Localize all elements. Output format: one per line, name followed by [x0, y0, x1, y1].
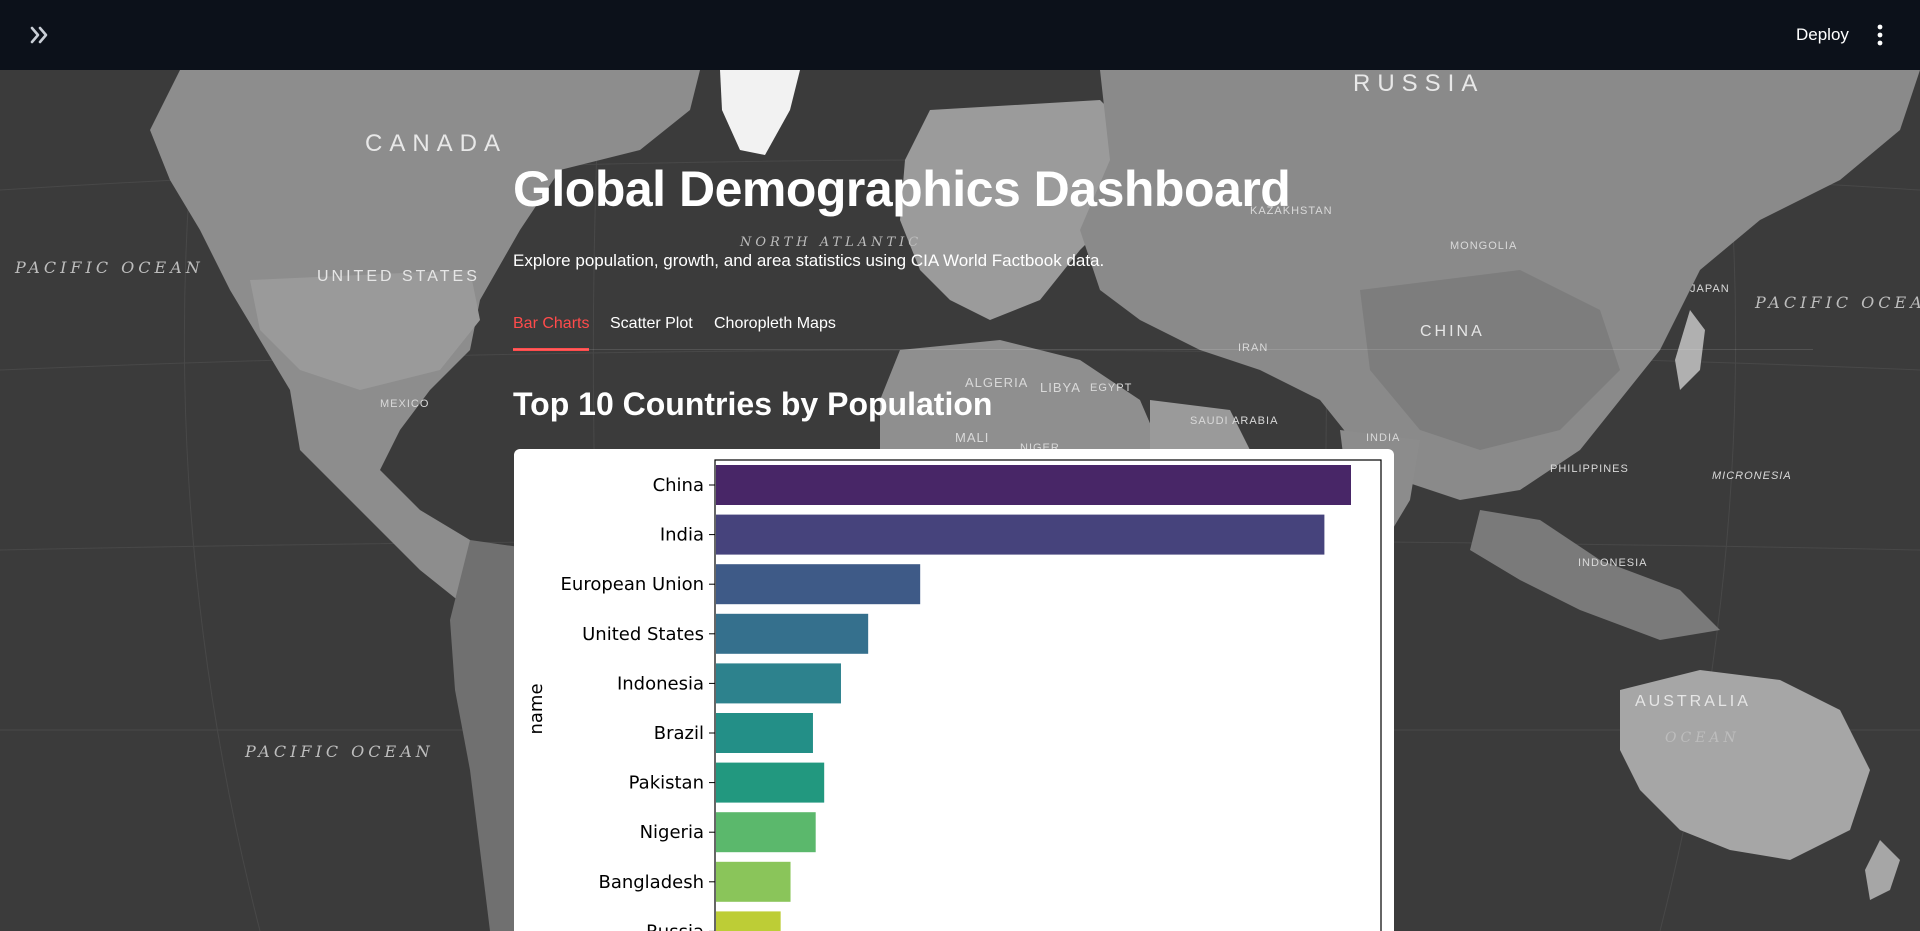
y-tick-label: Nigeria — [640, 822, 704, 843]
map-label-japan: JAPAN — [1690, 283, 1730, 295]
y-tick-label: Indonesia — [617, 673, 704, 694]
map-label-pacific-right: PACIFIC OCEAN — [1755, 293, 1920, 312]
map-label-north-atlantic: NORTH ATLANTIC — [740, 235, 923, 250]
chevrons-right-icon[interactable] — [26, 21, 54, 49]
map-label-indonesia: INDONESIA — [1578, 557, 1648, 569]
y-tick-label: United States — [582, 624, 704, 645]
tab-bar-charts[interactable]: Bar Charts — [513, 315, 590, 351]
tab-choropleth-maps[interactable]: Choropleth Maps — [714, 315, 836, 332]
map-label-united-states: UNITED STATES — [317, 268, 480, 285]
y-tick-label: Bangladesh — [598, 872, 704, 893]
map-label-russia: RUSSIA — [1353, 70, 1485, 97]
y-tick-label: European Union — [561, 574, 704, 595]
bar-european-union — [716, 564, 921, 605]
map-label-iran: IRAN — [1238, 342, 1269, 354]
section-title: Top 10 Countries by Population — [513, 386, 993, 422]
bar-indonesia — [716, 663, 841, 704]
bar-china — [716, 465, 1351, 505]
map-label-mexico: MEXICO — [380, 398, 430, 410]
tab-divider — [513, 349, 1813, 350]
bar-pakistan — [716, 762, 825, 803]
map-label-pacific-left: PACIFIC OCEAN — [15, 258, 204, 277]
map-label-canada: CANADA — [365, 130, 508, 157]
tab-bar: Bar Charts Scatter Plot Choropleth Maps — [513, 305, 1813, 351]
app-header: Deploy — [0, 0, 1920, 70]
bar-russia — [716, 911, 781, 931]
kebab-menu-icon[interactable] — [1866, 20, 1894, 50]
bar-bangladesh — [716, 861, 791, 902]
map-label-libya: LIBYA — [1040, 380, 1081, 395]
bar-chart-svg: China India European Union United States Ind… — [526, 459, 1382, 931]
y-tick-label: China — [653, 475, 704, 496]
page-subtitle: Explore population, growth, and area sta… — [513, 251, 1105, 270]
map-label-egypt: EGYPT — [1090, 382, 1133, 394]
tab-scatter-plot[interactable]: Scatter Plot — [610, 315, 693, 332]
plot-frame — [714, 459, 1382, 931]
deploy-button[interactable]: Deploy — [1782, 18, 1863, 52]
bar-brazil — [716, 713, 813, 753]
map-label-philippines: PHILIPPINES — [1550, 463, 1629, 475]
map-label-china: CHINA — [1420, 323, 1485, 340]
map-label-kazakhstan: KAZAKHSTAN — [1250, 205, 1333, 217]
map-label-mali: MALI — [955, 430, 990, 445]
map-label-algeria: ALGERIA — [965, 375, 1029, 390]
y-tick-label: Russia — [646, 921, 704, 931]
bar-united-states — [716, 613, 869, 654]
page-title: Global Demographics Dashboard — [513, 161, 1291, 217]
map-label-saudi-arabia: SAUDI ARABIA — [1190, 415, 1279, 427]
map-label-india: INDIA — [1366, 432, 1401, 444]
map-label-ocean-right: OCEAN — [1665, 730, 1740, 746]
map-label-pacific-bottom: PACIFIC OCEAN — [245, 742, 434, 761]
y-tick-label: Brazil — [654, 723, 704, 744]
map-label-micronesia: MICRONESIA — [1712, 470, 1792, 482]
population-bar-chart: China India European Union United States Ind… — [514, 449, 1394, 931]
y-tick-label: Pakistan — [629, 773, 704, 794]
map-label-mongolia: MONGOLIA — [1450, 240, 1518, 252]
y-tick-label: India — [660, 525, 704, 546]
bar-india — [716, 514, 1325, 555]
map-label-australia: AUSTRALIA — [1635, 693, 1751, 710]
bar-nigeria — [716, 812, 816, 853]
y-axis-label: name — [526, 683, 547, 734]
